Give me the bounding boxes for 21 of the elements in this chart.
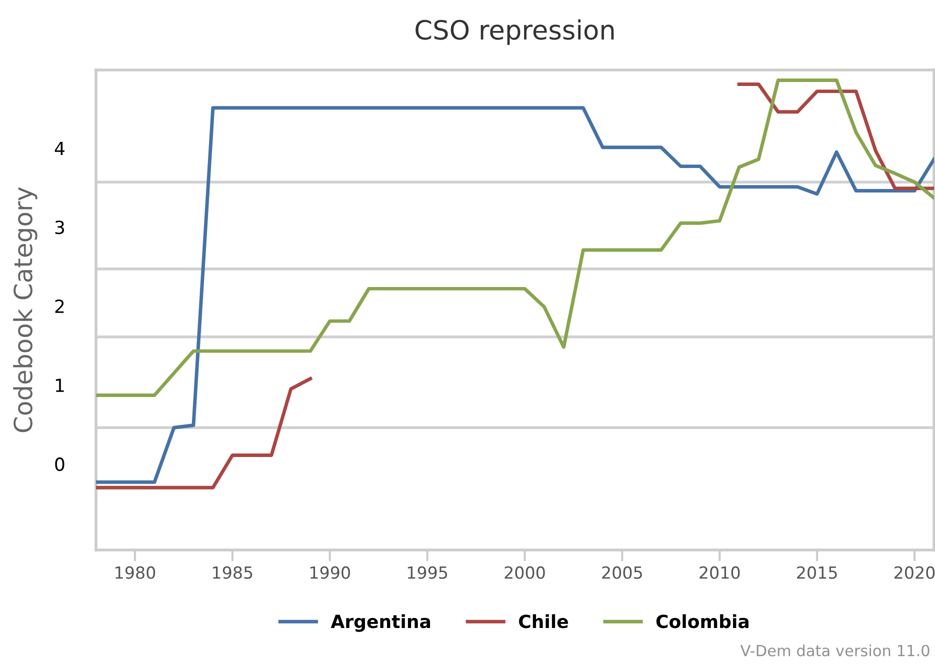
x-tick-label: 1995 — [408, 566, 448, 579]
legend-label: Colombia — [656, 614, 748, 628]
y-tick-label: 3 — [55, 220, 64, 234]
x-tick-label: 1985 — [213, 566, 252, 579]
y-tick-label: 2 — [55, 300, 64, 313]
y-tick-label: 1 — [56, 378, 64, 392]
x-tick-label: 1990 — [310, 566, 350, 579]
x-tick-label: 2005 — [602, 566, 642, 579]
y-axis-title: Codebook Category — [13, 187, 38, 432]
x-tick-label: 2000 — [504, 566, 545, 579]
x-tick-label: 2020 — [894, 566, 935, 579]
y-tick-label: 4 — [54, 142, 64, 156]
text: V-Dem data version 11.0 — [740, 644, 930, 656]
legend-label: Chile — [519, 614, 568, 628]
line-series — [96, 78, 934, 397]
x-tick-label: 1980 — [116, 566, 156, 579]
x-tick-label: 2010 — [700, 566, 740, 579]
x-tick-label: 2015 — [797, 566, 837, 579]
legend-label: Argentina — [330, 614, 430, 632]
chart-title: CSO repression — [416, 19, 614, 45]
y-tick-label: 0 — [55, 457, 64, 472]
